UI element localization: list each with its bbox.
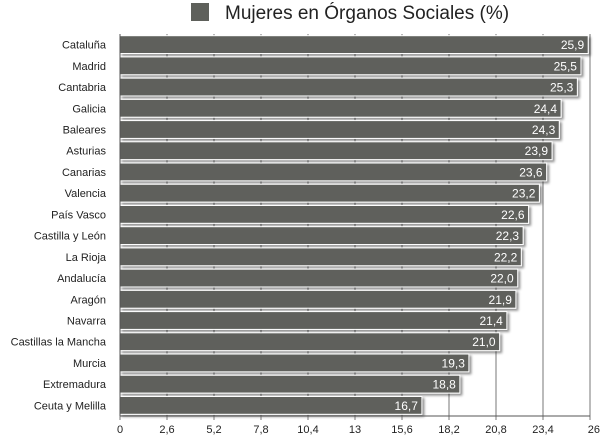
x-tick-label: 15,6	[391, 424, 412, 436]
bar	[119, 35, 589, 55]
x-tick-label: 18,2	[438, 424, 459, 436]
value-label: 23,6	[519, 165, 543, 179]
bar	[119, 141, 553, 161]
bar	[119, 162, 548, 182]
value-label: 22,3	[496, 229, 520, 243]
value-label: 23,2	[512, 187, 536, 201]
value-label: 21,4	[479, 314, 503, 328]
bar	[119, 77, 578, 97]
category-label: Canarias	[62, 167, 107, 179]
value-label: 21,0	[472, 335, 496, 349]
bar	[119, 204, 530, 224]
category-label: País Vasco	[51, 209, 106, 221]
bar	[119, 98, 562, 118]
legend-swatch	[191, 3, 209, 21]
category-label: Murcia	[73, 358, 107, 370]
x-tick-label: 7,8	[253, 424, 268, 436]
bar	[119, 120, 560, 139]
category-label: Extremadura	[43, 379, 107, 391]
x-tick-label: 0	[117, 424, 123, 436]
x-tick-label: 26	[588, 424, 600, 436]
x-tick-label: 5,2	[206, 424, 221, 436]
category-label: Ceuta y Melilla	[34, 400, 107, 412]
value-label: 25,5	[554, 59, 578, 73]
bar	[119, 374, 461, 394]
value-label: 22,2	[494, 250, 518, 264]
bar	[119, 311, 508, 330]
category-label: Cataluña	[62, 40, 107, 52]
category-label: Baleares	[63, 125, 107, 137]
category-label: Navarra	[67, 316, 107, 328]
value-label: 25,3	[550, 81, 574, 95]
bar	[119, 289, 517, 309]
value-label: 22,6	[501, 208, 525, 222]
category-label: Aragón	[71, 294, 106, 306]
category-label: Cantabria	[58, 82, 107, 94]
bar	[119, 353, 470, 373]
bar	[119, 395, 423, 415]
value-label: 25,9	[561, 38, 585, 52]
value-label: 24,3	[532, 123, 556, 137]
grid-lines	[166, 34, 591, 416]
bar	[119, 247, 522, 267]
category-label: La Rioja	[66, 252, 107, 264]
legend: Mujeres en Órganos Sociales (%)	[191, 2, 509, 24]
x-tick-label: 10,4	[297, 424, 318, 436]
axes: 0 2,6 5,2 7,8 10,4 13 15,6 18,2 20,8 23,4 26 Catalu…	[11, 34, 600, 436]
category-label: Andalucía	[57, 273, 107, 285]
category-label: Madrid	[72, 61, 106, 73]
x-tick-label: 20,8	[485, 424, 506, 436]
x-tick-label: 23,4	[532, 424, 553, 436]
value-label: 22,0	[490, 272, 514, 286]
value-label: 21,9	[489, 293, 513, 307]
category-label: Galicia	[72, 103, 107, 115]
value-label: 16,7	[395, 399, 419, 413]
bar	[119, 332, 501, 352]
bar	[119, 56, 582, 76]
value-label: 23,9	[525, 144, 549, 158]
bar	[119, 268, 519, 288]
category-label: Valencia	[65, 188, 107, 200]
legend-label: Mujeres en Órganos Sociales (%)	[225, 2, 509, 24]
x-tick-label: 2,6	[159, 424, 174, 436]
category-label: Castilla y León	[34, 231, 106, 243]
category-label: Castillas la Mancha	[11, 337, 107, 349]
value-label: 24,4	[534, 102, 558, 116]
bar	[119, 226, 524, 246]
x-tick-label: 13	[349, 424, 361, 436]
value-label: 18,8	[432, 378, 456, 392]
bars: 25,9 25,5 25,3 24,4 24,3 23,9 23,6 23,2 22,6 22,3…	[119, 35, 589, 415]
category-label: Asturias	[66, 146, 106, 158]
value-label: 19,3	[442, 356, 466, 370]
bar	[119, 183, 540, 203]
